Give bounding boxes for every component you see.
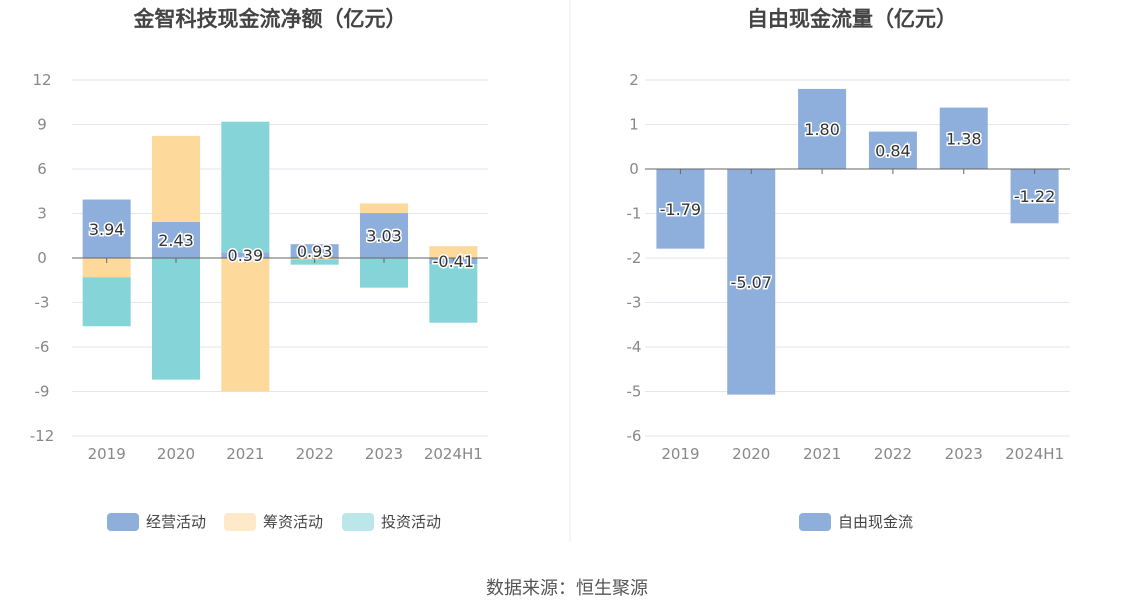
bar-investing xyxy=(429,264,478,323)
legend-label: 经营活动 xyxy=(146,513,206,531)
x-tick-label: 2023 xyxy=(365,445,403,463)
legend-label: 筹资活动 xyxy=(263,513,323,531)
data-label: 0.93 xyxy=(297,242,333,261)
legend-swatch-free_cash_flow xyxy=(799,513,831,531)
bar-free_cash_flow xyxy=(727,169,776,395)
y-tick-label: -9 xyxy=(35,383,50,401)
x-tick-label: 2021 xyxy=(803,445,841,463)
y-tick-label: -1 xyxy=(627,205,642,223)
x-tick-label: 2019 xyxy=(88,445,126,463)
bar-free_cash_flow xyxy=(1010,169,1059,224)
legend: 经营活动 筹资活动 投资活动 xyxy=(107,513,441,531)
data-label: 2.43 xyxy=(158,231,194,250)
y-tick-label: 1 xyxy=(629,116,639,134)
legend-swatch-operating xyxy=(107,513,139,531)
bar-free_cash_flow xyxy=(868,131,917,169)
zero-axis xyxy=(72,257,488,263)
legend-swatch-investing xyxy=(342,513,374,531)
data-label: -5.07 xyxy=(731,273,772,292)
y-tick-label: 3 xyxy=(37,205,47,223)
data-label: 1.38 xyxy=(946,129,982,148)
bar-operating xyxy=(152,221,200,258)
y-tick-label: -12 xyxy=(30,427,55,445)
y-tick-label: 0 xyxy=(37,249,47,267)
free-cash-flow-chart: 自由现金流量（亿元） 2 1 0 -1 -2 -3 -4 -5 -6 -1.79 -5.07 1.8… xyxy=(627,7,1070,531)
chart-title: 自由现金流量（亿元） xyxy=(747,7,957,31)
bar-free_cash_flow xyxy=(939,107,988,169)
legend-label: 自由现金流 xyxy=(838,513,913,531)
chart-title: 金智科技现金流净额（亿元） xyxy=(133,7,407,31)
zero-axis xyxy=(645,168,1070,174)
legend: 自由现金流 xyxy=(799,513,913,531)
bar-investing xyxy=(82,277,131,327)
cash-flow-chart: 金智科技现金流净额（亿元） 12 9 6 3 0 -3 -6 -9 -12 3.94 2.43 0.… xyxy=(30,7,488,531)
x-tick-label: 2024H1 xyxy=(424,445,483,463)
y-tick-label: -2 xyxy=(627,249,642,267)
data-label: 3.94 xyxy=(89,220,125,239)
legend-label: 投资活动 xyxy=(381,513,441,531)
x-tick-labels: 2019 2020 2021 2022 2023 2024H1 xyxy=(88,445,483,463)
y-tick-label: -6 xyxy=(35,338,50,356)
x-tick-label: 2022 xyxy=(296,445,334,463)
y-tick-label: -3 xyxy=(35,294,50,312)
data-source: 数据来源：恒生聚源 xyxy=(486,578,648,599)
x-tick-label: 2021 xyxy=(226,445,264,463)
x-tick-label: 2022 xyxy=(874,445,912,463)
bar-series xyxy=(656,88,1059,395)
x-tick-label: 2023 xyxy=(945,445,983,463)
data-label: 3.03 xyxy=(366,227,402,246)
y-tick-label: 9 xyxy=(37,116,47,134)
y-tick-label: -5 xyxy=(627,383,642,401)
bar-investing xyxy=(152,258,200,380)
y-tick-label: -6 xyxy=(627,427,642,445)
data-label: -0.41 xyxy=(433,252,474,271)
x-tick-label: 2020 xyxy=(157,445,195,463)
y-gridlines xyxy=(645,79,1070,437)
bar-financing xyxy=(360,203,408,214)
y-tick-label: 0 xyxy=(629,160,639,178)
bar-financing xyxy=(221,258,270,392)
bar-financing xyxy=(429,246,478,258)
y-tick-labels: 12 9 6 3 0 -3 -6 -9 -12 xyxy=(30,71,55,445)
data-labels: -1.79 -5.07 1.80 0.84 1.38 -1.22 xyxy=(658,118,1057,293)
data-label: -1.22 xyxy=(1014,187,1055,206)
y-tick-label: -4 xyxy=(627,338,642,356)
bar-financing xyxy=(82,258,131,278)
bar-series xyxy=(82,121,478,392)
bar-operating xyxy=(360,213,408,258)
data-label: 0.84 xyxy=(875,141,911,160)
bar-operating xyxy=(290,244,339,258)
y-tick-label: -3 xyxy=(627,294,642,312)
y-tick-labels: 2 1 0 -1 -2 -3 -4 -5 -6 xyxy=(627,71,642,445)
data-label: -1.79 xyxy=(660,200,701,219)
legend-swatch-financing xyxy=(224,513,256,531)
data-label: 1.80 xyxy=(804,120,840,139)
bar-operating xyxy=(82,199,131,258)
x-tick-label: 2020 xyxy=(732,445,770,463)
y-tick-label: 6 xyxy=(37,160,47,178)
x-tick-label: 2024H1 xyxy=(1005,445,1064,463)
y-tick-label: 2 xyxy=(629,71,639,89)
x-tick-labels: 2019 2020 2021 2022 2023 2024H1 xyxy=(661,445,1064,463)
x-tick-label: 2019 xyxy=(661,445,699,463)
bar-operating xyxy=(221,252,270,258)
bar-free_cash_flow xyxy=(656,169,705,249)
data-label: 0.39 xyxy=(228,246,264,265)
y-tick-label: 12 xyxy=(32,71,51,89)
bar-free_cash_flow xyxy=(798,88,847,169)
bar-financing xyxy=(152,135,200,222)
data-labels: 3.94 2.43 0.39 0.93 3.03 -0.41 xyxy=(87,218,475,272)
bar-investing xyxy=(221,121,270,253)
